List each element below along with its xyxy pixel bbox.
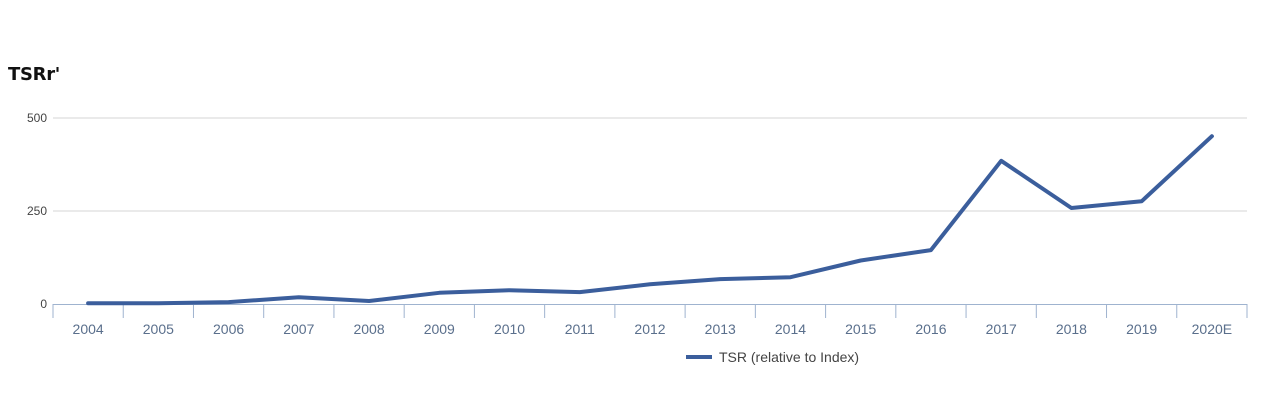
y-tick-label: 0	[40, 297, 47, 311]
x-tick-label: 2019	[1126, 321, 1157, 337]
x-tick-label: 2018	[1056, 321, 1087, 337]
data-point[interactable]	[227, 300, 231, 304]
x-axis: 2004 2005 2006 2007 2008 2009 2010 2011 2012 2013…	[52, 304, 1248, 337]
data-point[interactable]	[788, 275, 792, 279]
data-point[interactable]	[999, 159, 1003, 163]
data-point[interactable]	[437, 291, 441, 295]
chart-title: TSRr'	[8, 64, 60, 85]
data-point[interactable]	[1210, 134, 1214, 138]
x-tick-label: 2016	[915, 321, 946, 337]
series-layer	[86, 134, 1214, 306]
data-point[interactable]	[859, 258, 863, 262]
data-point[interactable]	[297, 295, 301, 299]
data-point[interactable]	[367, 299, 371, 303]
x-tick-label: 2006	[213, 321, 244, 337]
x-tick-label: 2004	[73, 321, 104, 337]
x-tick-label: 2013	[705, 321, 736, 337]
data-point[interactable]	[929, 248, 933, 252]
x-tick-label: 2010	[494, 321, 525, 337]
series-line-tsr	[86, 134, 1214, 306]
x-tick-label: 2017	[986, 321, 1017, 337]
x-tick-label: 2007	[283, 321, 314, 337]
data-point[interactable]	[648, 282, 652, 286]
data-point[interactable]	[1069, 206, 1073, 210]
data-point[interactable]	[718, 277, 722, 281]
data-point[interactable]	[156, 301, 160, 305]
data-point[interactable]	[508, 288, 512, 292]
x-tick-label: 2005	[143, 321, 174, 337]
gridlines	[53, 117, 1247, 212]
x-tick-label: 2014	[775, 321, 806, 337]
x-tick-label: 2012	[634, 321, 665, 337]
legend[interactable]: TSR (relative to Index)	[686, 349, 859, 365]
data-point[interactable]	[1140, 199, 1144, 203]
x-tick-label: 2009	[424, 321, 455, 337]
x-tick-label: 2008	[353, 321, 384, 337]
data-point[interactable]	[86, 301, 90, 305]
x-tick-label: 2020E	[1192, 321, 1232, 337]
y-tick-label: 250	[27, 204, 47, 218]
x-tick-label: 2011	[565, 321, 595, 337]
x-tick-label: 2015	[845, 321, 876, 337]
data-point[interactable]	[578, 290, 582, 294]
legend-label-tsr: TSR (relative to Index)	[719, 349, 859, 365]
y-tick-label: 500	[27, 111, 47, 125]
y-axis: 0 250 500	[27, 111, 47, 311]
